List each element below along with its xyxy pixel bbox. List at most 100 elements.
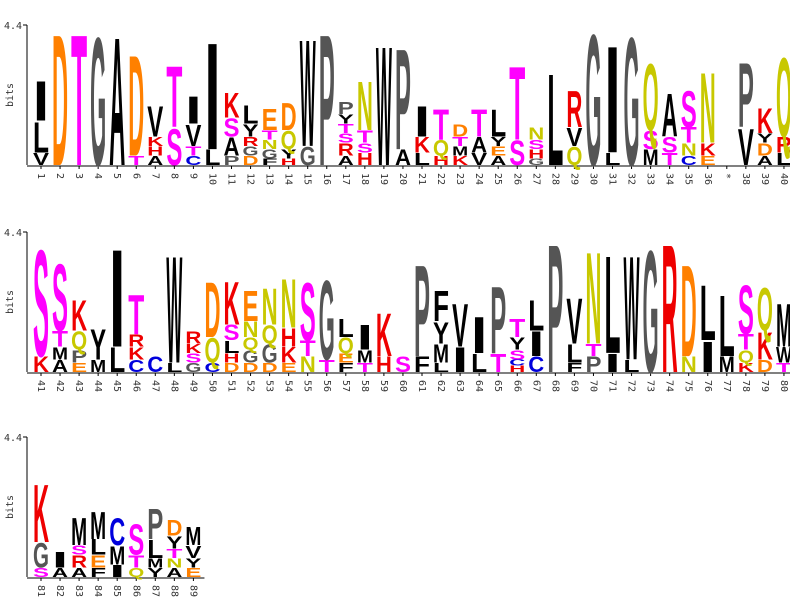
letter-group: D bbox=[204, 267, 220, 355]
position-label: 24 bbox=[473, 173, 484, 185]
letter-group: V bbox=[147, 98, 163, 147]
letter-group: A bbox=[52, 356, 69, 376]
logo-letter: A bbox=[52, 356, 69, 376]
logo-letter: K bbox=[414, 134, 430, 158]
logo-letter: K bbox=[281, 344, 297, 368]
letter-group: M bbox=[90, 356, 106, 376]
letter-group: L bbox=[700, 270, 716, 358]
position-label: 33 bbox=[645, 173, 656, 185]
logo-letter: R bbox=[662, 206, 678, 411]
letter-group: K bbox=[224, 269, 240, 338]
logo-letter: T bbox=[471, 101, 487, 145]
logo-letter: Q bbox=[243, 334, 259, 354]
logo-letter: L bbox=[243, 100, 259, 129]
letter-group: T bbox=[681, 124, 697, 148]
letter-group: L bbox=[605, 149, 621, 169]
logo-letter: T bbox=[300, 337, 316, 361]
letter-group: T bbox=[128, 153, 145, 168]
letter-group: P bbox=[71, 347, 87, 367]
letter-group: H bbox=[376, 353, 392, 377]
logo-letter: Q bbox=[71, 326, 87, 355]
letter-group: L bbox=[605, 228, 621, 383]
position-label: 8 bbox=[168, 173, 179, 179]
logo-letter: R bbox=[776, 134, 790, 158]
letter-group: S bbox=[224, 321, 240, 345]
position-label: 50 bbox=[206, 380, 217, 392]
logo-letter: L bbox=[414, 149, 430, 169]
letter-group: L bbox=[414, 149, 430, 169]
letter-group: N bbox=[166, 556, 182, 571]
position-label: 81 bbox=[35, 585, 46, 597]
letter-group: C bbox=[128, 356, 145, 376]
position-label: 5 bbox=[111, 173, 122, 179]
letter-group: Q bbox=[71, 326, 87, 355]
letter-group: L bbox=[547, 46, 563, 193]
logo-letter: P bbox=[490, 266, 506, 374]
letter-group: N bbox=[262, 137, 278, 152]
logo-letter: C bbox=[509, 358, 525, 368]
logo-letter: Y bbox=[185, 556, 201, 571]
letter-group: E bbox=[281, 360, 297, 375]
letter-group: S bbox=[300, 265, 316, 358]
logo-letter: S bbox=[33, 565, 49, 580]
logo-letter: R bbox=[566, 81, 582, 139]
position-label: 32 bbox=[626, 173, 637, 185]
letter-group: P bbox=[319, 0, 335, 206]
logo-letter: T bbox=[128, 552, 145, 572]
logo-letter: Q bbox=[776, 35, 790, 162]
logo-letter: L bbox=[433, 360, 449, 375]
letter-group: I bbox=[414, 98, 430, 147]
position-label: 64 bbox=[473, 380, 484, 392]
logo-letter: W bbox=[776, 344, 790, 368]
position-label: 7 bbox=[149, 173, 160, 179]
letter-group: C bbox=[185, 153, 201, 168]
letter-group: I bbox=[109, 561, 125, 581]
letter-group: Y bbox=[147, 565, 163, 580]
letter-group: K bbox=[281, 344, 297, 368]
position-label: 69 bbox=[568, 380, 579, 392]
logo-letter: S bbox=[166, 119, 182, 177]
letter-group: Y bbox=[166, 533, 183, 553]
y-axis-label: bits bbox=[5, 290, 16, 314]
letter-group: T bbox=[471, 101, 487, 145]
letter-group: Q bbox=[566, 141, 582, 170]
letter-group: K bbox=[128, 343, 145, 363]
letter-group: E bbox=[71, 360, 87, 375]
logo-letter: L bbox=[624, 356, 640, 376]
letter-group: S bbox=[395, 353, 411, 377]
letter-group: L bbox=[624, 356, 640, 376]
letter-group: Y bbox=[433, 317, 449, 350]
letter-group: Y bbox=[185, 556, 201, 571]
logo-letter: S bbox=[71, 543, 87, 558]
letter-group: V bbox=[452, 291, 468, 360]
letter-group: Y bbox=[338, 112, 354, 127]
logo-letter: Q bbox=[128, 565, 144, 580]
letter-group: M bbox=[147, 556, 163, 571]
logo-letter: K bbox=[147, 134, 164, 149]
logo-letter: C bbox=[204, 360, 220, 375]
position-label: 17 bbox=[340, 173, 351, 185]
logo-letter: G bbox=[243, 347, 259, 367]
position-label: 68 bbox=[549, 380, 560, 392]
position-label: 45 bbox=[111, 380, 122, 392]
position-label: 80 bbox=[778, 380, 789, 392]
logo-letter: I bbox=[605, 16, 621, 186]
logo-letter: C bbox=[109, 510, 125, 554]
logo-letter: H bbox=[509, 365, 525, 375]
letter-group: D bbox=[52, 0, 68, 206]
letter-group: N bbox=[357, 67, 373, 144]
position-label: 34 bbox=[664, 173, 675, 185]
position-label: 74 bbox=[664, 380, 675, 392]
position-label: 40 bbox=[778, 173, 789, 185]
logo-letter: Y bbox=[147, 565, 163, 580]
letter-group: S bbox=[71, 543, 87, 558]
letter-group: M bbox=[52, 343, 68, 363]
letter-group: T bbox=[585, 340, 602, 360]
position-label: 11 bbox=[226, 173, 237, 185]
logo-letter: S bbox=[681, 81, 697, 139]
position-label: 59 bbox=[378, 380, 389, 392]
logo-letter: V bbox=[147, 98, 163, 147]
logo-letter: P bbox=[547, 206, 563, 411]
letter-group: I bbox=[33, 71, 49, 134]
letter-group: D bbox=[243, 153, 259, 168]
